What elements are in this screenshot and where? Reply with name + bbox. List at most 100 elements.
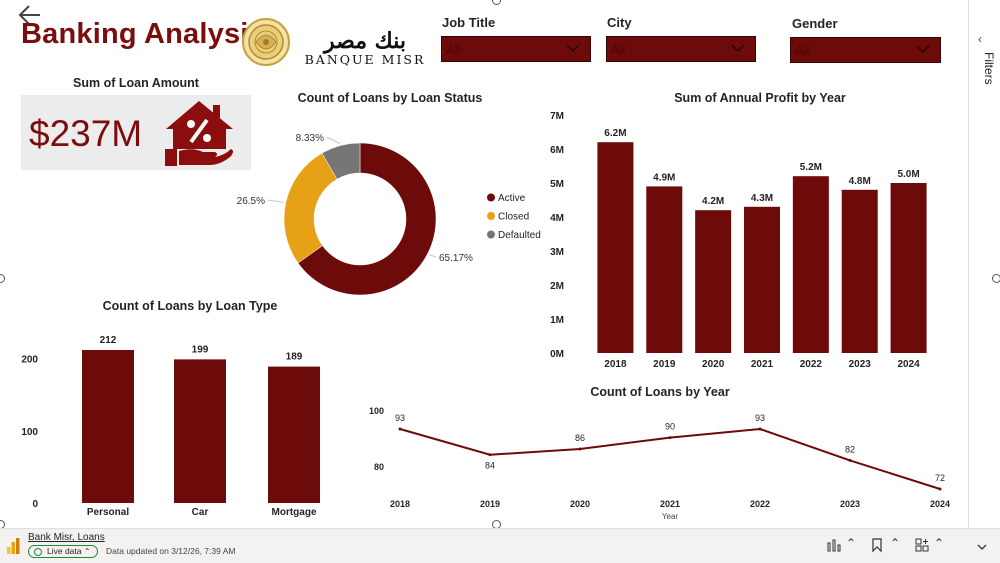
y-tick-label: 100: [369, 406, 384, 416]
donut-slice-defaulted: [321, 142, 361, 180]
y-tick-label: 0M: [550, 349, 564, 360]
loan-type-bar-mortgage: [268, 366, 320, 503]
profit-bar-chart[interactable]: 0M 1M 2M 3M 4M 5M 6M 7M 6.2M 2018 4.9M 2019 4.2M 2020…: [540, 105, 940, 375]
donut-leader-line: [267, 199, 284, 203]
donut-leader-line: [326, 136, 341, 145]
chevron-down-icon: [566, 44, 580, 53]
x-tick-label: Mortgage: [272, 507, 317, 518]
count-by-year-line-chart[interactable]: 100 80 93 2018 84 2019 86 2020 90 2021 93 2022 82 202…: [360, 398, 960, 526]
slicer-city[interactable]: All: [606, 36, 756, 62]
loan-type-bar-chart[interactable]: 0 100 200 212 Personal 199 Car 189 Mortgage: [18, 325, 348, 523]
y-tick-label: 3M: [550, 247, 564, 258]
y-tick-label: 7M: [550, 111, 564, 122]
bar-chart-icon[interactable]: [826, 537, 842, 553]
kpi-card[interactable]: $237M: [21, 95, 251, 170]
line-point-2021: [668, 436, 672, 440]
x-tick-label: Car: [192, 507, 209, 518]
x-tick-label: 2024: [897, 359, 920, 370]
profit-chart-title: Sum of Annual Profit by Year: [674, 91, 846, 105]
resize-handle[interactable]: [0, 274, 5, 283]
line-data-label: 90: [665, 422, 675, 432]
y-tick-label: 6M: [550, 145, 564, 156]
donut-data-label: 26.5%: [237, 196, 265, 207]
filters-pane[interactable]: [968, 0, 1000, 528]
line-data-label: 93: [755, 413, 765, 423]
line-data-label: 93: [395, 413, 405, 423]
donut-data-label: 65.17%: [439, 253, 473, 264]
profit-bar-2020: [695, 210, 732, 353]
bar-data-label: 5.0M: [897, 169, 919, 180]
line-data-label: 86: [575, 433, 585, 443]
donut-data-label: 8.33%: [296, 133, 324, 144]
legend-label-defaulted: Defaulted: [498, 230, 541, 241]
y-tick-label: 100: [21, 427, 38, 438]
power-bi-icon: [7, 538, 20, 554]
line-data-label: 84: [485, 461, 495, 471]
x-tick-label: 2020: [570, 499, 590, 509]
x-axis-title: Year: [662, 512, 679, 521]
x-tick-label: 2024: [930, 499, 950, 509]
x-tick-label: 2021: [660, 499, 680, 509]
x-tick-label: 2022: [750, 499, 770, 509]
legend-label-active: Active: [498, 193, 526, 204]
status-bar: Bank Misr, Loans Live data ⌃ Data update…: [0, 528, 1000, 563]
bar-data-label: 4.8M: [849, 176, 871, 187]
line-data-label: 72: [935, 473, 945, 483]
donut-chart[interactable]: 65.17% 26.5% 8.33% Active Closed Defaulted: [228, 108, 558, 303]
slicer-job-title[interactable]: All: [441, 36, 591, 62]
chevron-up-icon[interactable]: ⌃: [890, 536, 901, 550]
x-tick-label: Personal: [87, 507, 129, 518]
loan-type-bar-car: [174, 359, 226, 503]
bar-data-label: 4.9M: [653, 172, 675, 183]
bar-data-label: 6.2M: [604, 128, 626, 139]
slicer-gender[interactable]: All: [790, 37, 941, 63]
bar-data-label: 5.2M: [800, 162, 822, 173]
line-point-2022: [758, 427, 762, 431]
report-title: Banking Analysis: [21, 18, 265, 50]
chevron-down-icon: [731, 44, 745, 53]
card-value: $237M: [29, 113, 143, 154]
slicer-label-gender: Gender: [792, 16, 838, 31]
back-arrow-icon[interactable]: [16, 2, 44, 28]
slicer-label-job-title: Job Title: [442, 15, 496, 30]
live-data-label: Live data: [47, 546, 82, 556]
x-tick-label: 2023: [849, 359, 872, 370]
bar-data-label: 189: [286, 352, 303, 363]
resize-handle[interactable]: [992, 274, 1000, 283]
bookmark-icon[interactable]: [870, 537, 884, 553]
line-point-2024: [938, 487, 942, 491]
filters-pane-label[interactable]: Filters: [982, 52, 996, 85]
y-tick-label: 1M: [550, 315, 564, 326]
slicer-value: All: [611, 42, 626, 57]
line-point-2018: [398, 427, 402, 431]
data-updated-text: Data updated on 3/12/26, 7:39 AM: [106, 546, 236, 556]
chevron-down-icon: ⌃: [83, 547, 91, 556]
donut-slice-active: [297, 142, 437, 296]
profit-bar-2018: [597, 142, 634, 353]
x-tick-label: 2022: [800, 359, 823, 370]
loan-type-chart-title: Count of Loans by Loan Type: [102, 299, 278, 313]
legend-label-closed: Closed: [498, 212, 529, 223]
legend-marker: [487, 230, 495, 239]
banque-misr-seal-logo: [242, 18, 290, 66]
resize-handle[interactable]: [492, 0, 501, 5]
apps-icon[interactable]: [914, 537, 930, 553]
chevron-up-icon[interactable]: ⌃: [846, 536, 857, 550]
chevron-down-icon[interactable]: [976, 539, 988, 555]
logo-arabic-text: بنك مصر: [324, 28, 406, 54]
slicer-value: All: [446, 42, 461, 57]
x-tick-label: 2018: [604, 359, 627, 370]
slicer-label-city: City: [607, 15, 632, 30]
donut-chart-title: Count of Loans by Loan Status: [297, 91, 483, 105]
chevron-left-icon[interactable]: ‹: [978, 32, 982, 46]
house-percent-icon: [165, 101, 233, 166]
profit-bar-2022: [792, 176, 829, 353]
line-chart-title: Count of Loans by Year: [590, 385, 730, 399]
report-name-link[interactable]: Bank Misr, Loans: [28, 532, 105, 543]
chevron-up-icon[interactable]: ⌃: [934, 536, 945, 550]
slicer-value: All: [795, 43, 810, 58]
x-tick-label: 2019: [653, 359, 676, 370]
logo-english-text: BANQUE MISR: [304, 52, 426, 67]
live-data-badge[interactable]: Live data ⌃: [28, 545, 98, 558]
